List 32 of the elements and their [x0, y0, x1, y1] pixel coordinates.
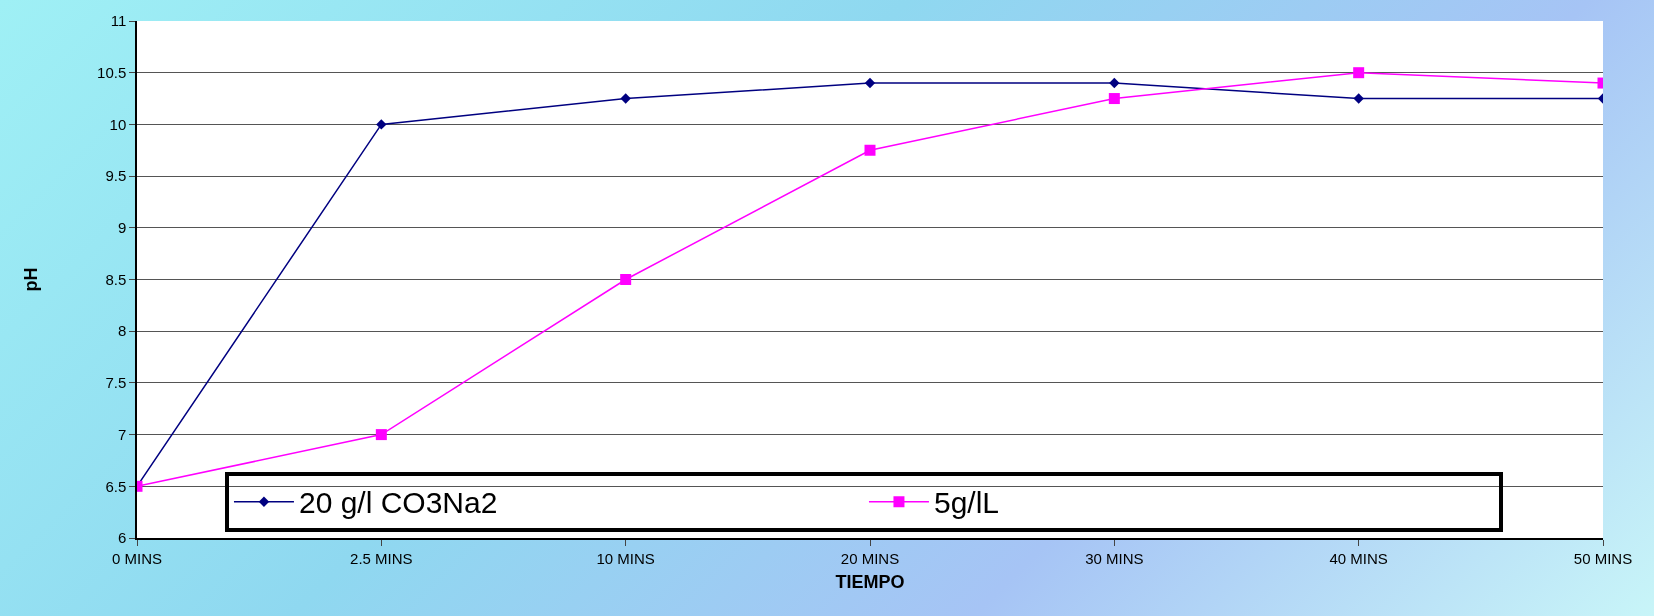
point: [376, 119, 387, 130]
legend-label: 20 g/l CO3Na2: [298, 486, 498, 520]
point: [375, 429, 387, 441]
point: [620, 93, 631, 104]
y-tick-label: 10: [109, 115, 127, 133]
legend-label: 5g/lL: [933, 486, 1000, 520]
x-tick-label: 30 MINS: [1085, 549, 1144, 567]
y-tick-label: 11: [110, 12, 127, 30]
point: [1353, 67, 1365, 79]
y-tick-label: 10.5: [97, 63, 127, 81]
x-tick-label: 20 MINS: [840, 549, 900, 567]
y-tick-label: 7.5: [105, 374, 127, 392]
y-tick-label: 6.5: [105, 477, 127, 495]
x-tick-label: 10 MINS: [596, 549, 655, 567]
point: [1108, 93, 1120, 105]
y-tick-label: 6: [117, 529, 127, 547]
y-tick-label: 9.5: [105, 167, 127, 185]
x-axis-title: TIEMPO: [835, 572, 905, 593]
y-tick-label: 8.5: [105, 270, 127, 288]
y-axis-title: pH: [20, 267, 41, 292]
x-tick-label: 2.5 MINS: [350, 549, 413, 567]
point: [1353, 93, 1364, 104]
point: [620, 274, 632, 285]
x-tick-label: 50 MINS: [1573, 549, 1633, 567]
y-tick-label: 8: [117, 322, 127, 340]
point: [1109, 77, 1120, 89]
x-tick-label: 0 MINS: [111, 549, 163, 567]
point: [864, 77, 876, 89]
x-tick-label: 40 MINS: [1329, 549, 1388, 567]
point: [864, 144, 876, 156]
y-tick-label: 7: [117, 425, 127, 443]
y-tick-label: 9: [117, 219, 127, 237]
